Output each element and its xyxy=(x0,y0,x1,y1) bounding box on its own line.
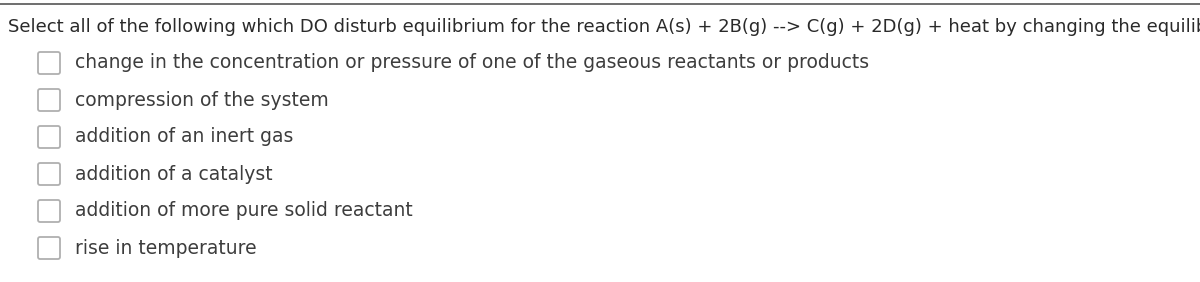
FancyBboxPatch shape xyxy=(38,163,60,185)
FancyBboxPatch shape xyxy=(38,237,60,259)
Text: change in the concentration or pressure of one of the gaseous reactants or produ: change in the concentration or pressure … xyxy=(74,54,869,72)
FancyBboxPatch shape xyxy=(38,126,60,148)
FancyBboxPatch shape xyxy=(38,89,60,111)
Text: addition of an inert gas: addition of an inert gas xyxy=(74,127,293,147)
FancyBboxPatch shape xyxy=(38,200,60,222)
Text: rise in temperature: rise in temperature xyxy=(74,239,257,257)
FancyBboxPatch shape xyxy=(38,52,60,74)
Text: compression of the system: compression of the system xyxy=(74,91,329,109)
Text: addition of more pure solid reactant: addition of more pure solid reactant xyxy=(74,202,413,221)
Text: addition of a catalyst: addition of a catalyst xyxy=(74,164,272,184)
Text: Select all of the following which DO disturb equilibrium for the reaction A(s) +: Select all of the following which DO dis… xyxy=(8,18,1200,36)
